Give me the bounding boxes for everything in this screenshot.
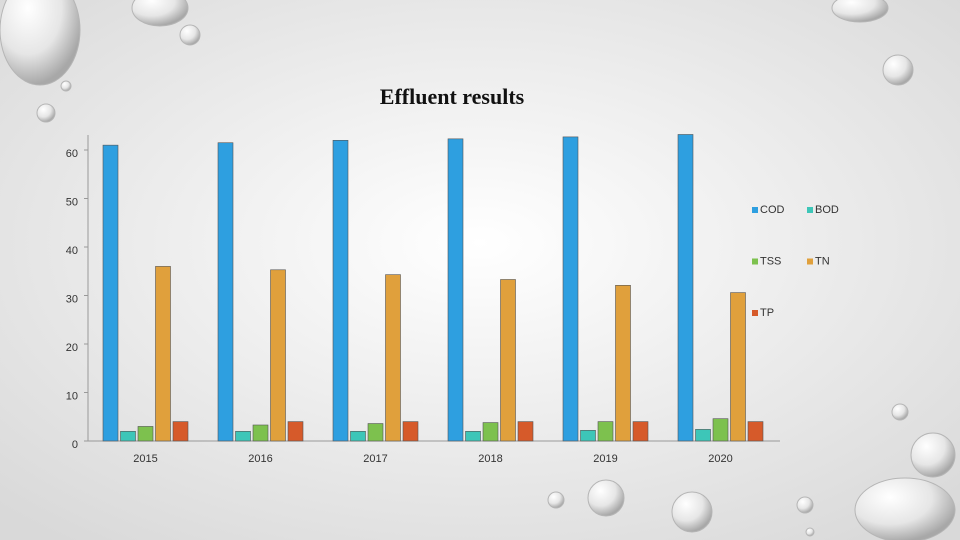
y-tick-label: 0 — [72, 439, 78, 451]
legend-label: BOD — [815, 204, 839, 216]
bar — [712, 418, 729, 442]
bar — [137, 426, 154, 442]
legend-marker — [807, 258, 813, 265]
y-tick-label: 30 — [66, 293, 78, 305]
x-tick-label: 2015 — [133, 453, 157, 465]
bar — [677, 134, 694, 442]
bar — [615, 285, 631, 442]
x-tick-label: 2020 — [708, 453, 732, 465]
bar — [252, 424, 269, 442]
bar — [632, 421, 649, 442]
bar — [447, 138, 464, 442]
bar — [235, 430, 251, 442]
bar — [102, 144, 119, 442]
y-tick-label: 20 — [66, 342, 78, 354]
legend-label: COD — [760, 204, 785, 216]
bar — [695, 429, 711, 442]
chart-title: Effluent results — [380, 84, 525, 109]
bar — [465, 430, 481, 442]
bar — [517, 421, 534, 442]
legend-label: TN — [815, 255, 830, 267]
x-tick-label: 2019 — [593, 453, 617, 465]
bar — [332, 140, 349, 442]
y-tick-label: 50 — [66, 196, 78, 208]
legend-marker — [807, 207, 813, 213]
bar — [270, 269, 286, 442]
legend-marker — [752, 207, 758, 213]
y-tick-label: 40 — [66, 245, 78, 257]
bar — [482, 422, 499, 442]
bar — [402, 421, 419, 442]
bar — [730, 292, 746, 442]
bar — [350, 430, 366, 442]
legend-label: TP — [760, 307, 774, 319]
bar — [367, 423, 384, 442]
y-tick-label: 10 — [66, 390, 78, 402]
bar — [120, 430, 136, 442]
legend-marker — [752, 258, 758, 265]
bar — [562, 136, 579, 442]
x-tick-label: 2017 — [363, 453, 387, 465]
bar — [155, 266, 171, 442]
bar — [580, 430, 596, 442]
bar — [287, 421, 304, 442]
legend-label: TSS — [760, 255, 781, 267]
y-tick-label: 60 — [66, 148, 78, 160]
bar — [747, 421, 764, 442]
bar — [385, 274, 401, 442]
x-tick-label: 2016 — [248, 453, 272, 465]
x-tick-label: 2018 — [478, 453, 502, 465]
bar — [217, 142, 234, 442]
bar — [597, 421, 614, 442]
bar — [500, 279, 516, 442]
bar — [172, 421, 189, 442]
legend-marker — [752, 310, 758, 316]
